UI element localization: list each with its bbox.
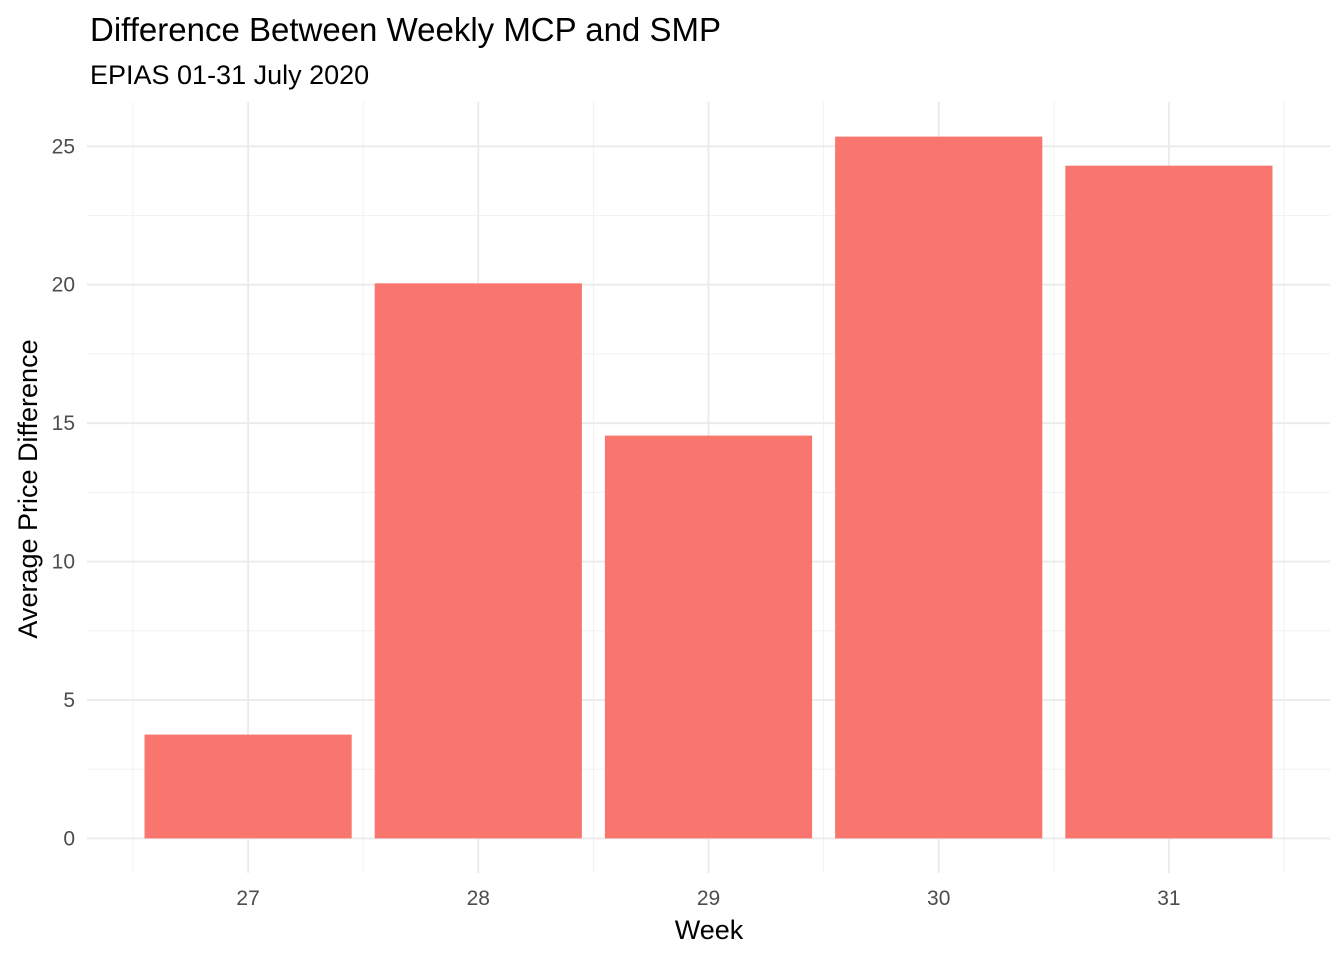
x-tick-label: 29 [697,887,720,910]
x-tick-label: 28 [467,887,490,910]
x-tick-label: 30 [927,887,950,910]
bar-week-30 [835,136,1043,839]
chart-title: Difference Between Weekly MCP and SMP [90,11,721,48]
x-tick-label: 27 [236,887,259,910]
x-axis-title: Week [675,915,744,945]
y-tick-label: 10 [52,551,75,574]
y-tick-label: 15 [52,412,75,435]
y-axis-ticks: 0 5 10 15 20 25 [52,135,75,850]
x-tick-label: 31 [1157,887,1180,910]
bar-week-28 [374,283,582,839]
plot-panel [87,102,1330,873]
bar-week-27 [144,734,352,839]
y-axis-title: Average Price Difference [13,339,43,638]
y-tick-label: 0 [63,827,75,850]
y-tick-label: 5 [63,689,75,712]
y-tick-label: 25 [52,135,75,158]
bars [144,136,1273,839]
bar-week-29 [604,435,813,839]
chart-subtitle: EPIAS 01-31 July 2020 [90,60,369,90]
y-tick-label: 20 [52,274,75,297]
bar-week-31 [1065,165,1273,839]
x-axis-ticks: 27 28 29 30 31 [236,887,1180,910]
